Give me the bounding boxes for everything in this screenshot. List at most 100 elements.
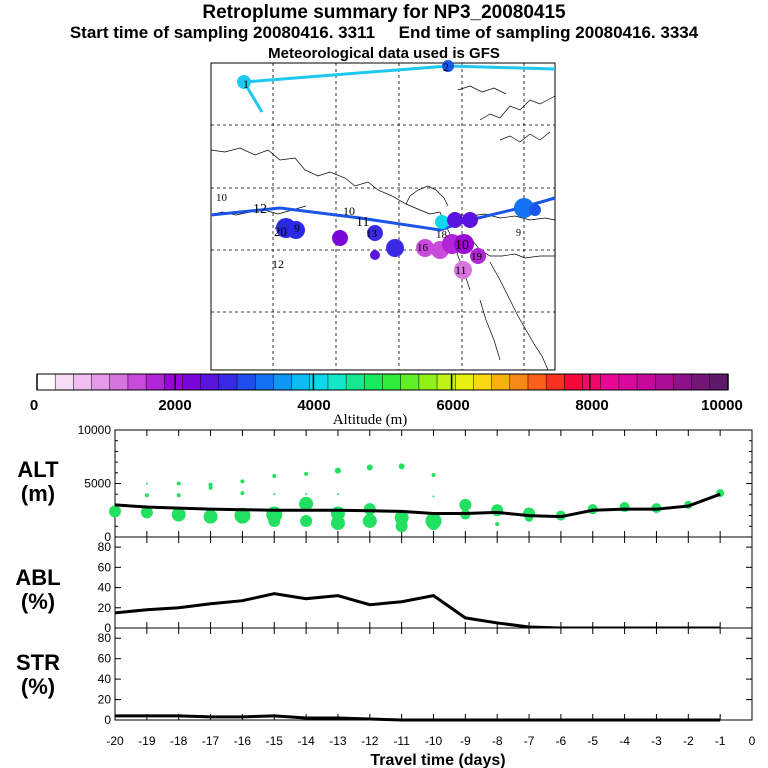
scatter-point — [176, 481, 181, 486]
x-tick-label: -8 — [492, 734, 503, 748]
colorbar-swatch — [691, 374, 711, 390]
colorbar-swatch — [655, 374, 674, 390]
blob — [367, 225, 383, 241]
scatter-point — [240, 479, 245, 484]
y-tick-label: 80 — [98, 540, 112, 554]
colorbar-swatch — [582, 374, 602, 390]
scatter-point — [330, 516, 345, 531]
colorbar-swatch — [546, 374, 565, 390]
y-tick-label: 0 — [104, 530, 111, 544]
colorbar-swatch — [709, 374, 729, 390]
map-label: 11 — [455, 263, 467, 277]
colorbar-swatch — [346, 374, 365, 390]
colorbar-swatch — [637, 374, 656, 390]
x-tick-label: -16 — [234, 734, 252, 748]
blob — [447, 212, 463, 228]
map-label: 13 — [366, 228, 378, 240]
blob — [386, 239, 404, 257]
chart-title: Retroplume summary for NP3_20080415 — [202, 2, 566, 23]
scatter-point — [144, 493, 149, 498]
colorbar-swatch — [146, 374, 165, 390]
map-label: 9 — [294, 221, 300, 235]
y-tick-label: 80 — [98, 631, 112, 645]
x-tick-label: -12 — [361, 734, 379, 748]
x-tick-label: -3 — [651, 734, 662, 748]
scatter-point — [145, 482, 148, 485]
colorbar-swatch — [673, 374, 693, 390]
y-tick-label: 40 — [98, 672, 112, 686]
scatter-point — [336, 493, 339, 496]
y-tick-label: 20 — [98, 693, 112, 707]
x-tick-label: -4 — [619, 734, 630, 748]
scatter-point — [394, 510, 409, 525]
sampling-times: Start time of sampling 20080416. 3311 En… — [0, 23, 768, 43]
map-label: 20 — [274, 224, 287, 239]
blob — [237, 75, 251, 89]
colorbar-swatch — [127, 374, 147, 390]
colorbar-ticks: 0 2000 4000 6000 8000 10000 — [30, 397, 743, 414]
scatter-point — [334, 467, 341, 474]
x-tick-label: -10 — [425, 734, 443, 748]
x-tick-label: -17 — [202, 734, 220, 748]
map-label: 12 — [253, 202, 267, 217]
map-label: 2 — [443, 60, 449, 74]
colorbar-swatch — [109, 374, 129, 390]
met-data-label: Meteorological data used is GFS — [268, 45, 500, 62]
colorbar-swatch — [418, 374, 438, 390]
scatter-point — [304, 471, 309, 476]
colorbar-swatch — [237, 374, 256, 390]
map-panel: 1 2 12 10 11 20 9 12 10 9 11 10 16 18 13… — [210, 60, 556, 371]
blob — [435, 215, 449, 229]
x-axis-label: Travel time (days) — [370, 752, 505, 768]
x-tick-label: -6 — [556, 734, 567, 748]
scatter-point — [362, 513, 377, 528]
colorbar-tick: 8000 — [575, 397, 608, 414]
x-tick-label: -5 — [587, 734, 598, 748]
scatter-point — [300, 514, 313, 527]
scatter-point — [268, 514, 281, 527]
scatter-point — [395, 520, 408, 533]
abl-label: ABL — [15, 565, 60, 590]
scatter-point — [431, 472, 436, 477]
map-label: 18 — [436, 229, 448, 241]
colorbar-swatch — [455, 374, 474, 390]
colorbar-swatch — [182, 374, 202, 390]
scatter-point — [495, 522, 500, 527]
x-tick-label: -9 — [460, 734, 471, 748]
map-label: 10 — [455, 238, 469, 253]
scatter-point — [140, 506, 153, 519]
map-label: 19 — [471, 251, 483, 263]
alt-unit: (m) — [21, 481, 55, 506]
blob — [287, 221, 305, 239]
y-tick-label: 60 — [98, 652, 112, 666]
colorbar-swatch — [382, 374, 402, 390]
colorbar-swatch — [55, 374, 74, 390]
map-label: 11 — [356, 215, 369, 230]
colorbar-swatch — [291, 374, 311, 390]
colorbar-tick: 10000 — [701, 397, 743, 414]
colorbar-swatch — [91, 374, 111, 390]
y-tick-label: 40 — [98, 581, 112, 595]
scatter-point — [240, 491, 245, 496]
colorbar-frame — [36, 373, 729, 391]
y-tick-label: 10000 — [78, 423, 112, 437]
blob — [454, 234, 474, 254]
map-label: 9 — [516, 228, 521, 239]
colorbar-swatch — [600, 374, 620, 390]
map-label: 10 — [343, 204, 355, 218]
blob — [370, 250, 380, 260]
scatter-point — [398, 463, 405, 470]
abl-unit: (%) — [21, 589, 55, 614]
scatter-point — [299, 496, 314, 511]
y-tick-label: 5000 — [84, 477, 111, 491]
scatter-point — [366, 464, 373, 471]
map-label: 10 — [216, 192, 228, 204]
blob — [442, 60, 454, 72]
blob — [470, 248, 486, 264]
x-tick-label: -14 — [297, 734, 315, 748]
alt-median-line — [114, 492, 721, 519]
y-tick-label: 0 — [104, 713, 111, 727]
x-tick-label: -18 — [170, 734, 188, 748]
scatter-point — [109, 505, 121, 518]
